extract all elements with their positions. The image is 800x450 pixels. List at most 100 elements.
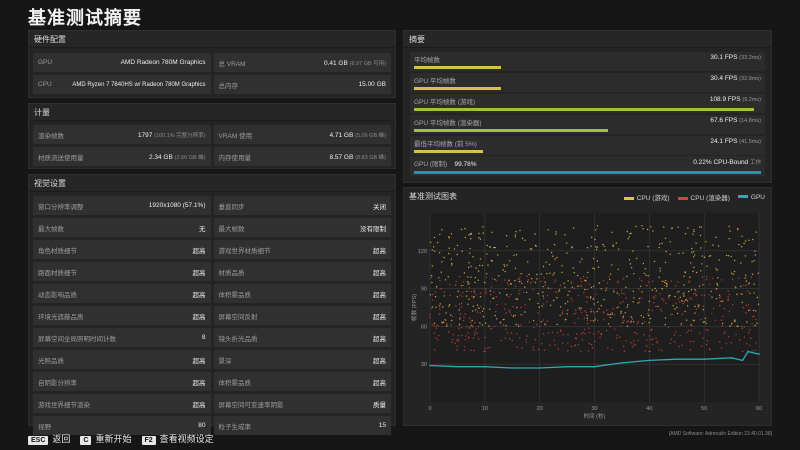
cpu-point [626,321,628,323]
cpu-point [433,322,436,325]
cpu-point [510,332,513,334]
cpu-point [459,313,462,315]
cpu-point [514,314,516,316]
cpu-point [620,310,622,313]
cpu-point [470,238,472,240]
cpu-point [478,232,480,235]
cpu-point [695,295,697,297]
cpu-point [588,343,590,345]
cpu-point [727,255,730,257]
cpu-point [482,226,484,228]
gpu-point [758,353,760,355]
video-settings-action[interactable]: F2 查看视频设定 [141,432,214,445]
cpu-point [474,331,476,333]
cpu-point [683,295,685,297]
cpu-point [749,308,751,311]
cpu-point [460,302,463,305]
cpu-point [638,277,641,280]
cpu-point [468,287,470,289]
cpu-point [504,303,507,305]
cpu-point [546,320,548,322]
gpu-point [593,365,596,368]
cpu-point [433,325,435,327]
cpu-point [596,260,599,262]
cpu-point [547,248,549,251]
cpu-point [594,238,596,241]
cpu-point [456,340,458,342]
cpu-point [679,301,681,303]
cpu-point [661,298,663,300]
cpu-point [637,302,639,304]
cpu-point [595,293,597,295]
cpu-point [591,236,593,238]
visual-setting-value: 80 [198,422,206,429]
cpu-point [547,332,550,334]
cpu-point [709,283,711,286]
cpu-point [609,273,612,275]
video-settings-label: 查看视频设定 [159,434,214,444]
cpu-point [611,313,613,315]
visual-setting-cell: 最大帧数 无 [33,218,211,237]
cpu-point [736,293,738,296]
cpu-point [730,255,732,258]
cpu-point [459,318,461,320]
cpu-point [559,306,562,308]
cpu-point [433,246,435,248]
mem-use-label: 内存使用量 [218,154,252,162]
cpu-point [700,226,702,228]
cpu-point [687,329,690,332]
cpu-point [555,231,557,233]
cpu-point [577,295,580,297]
visual-setting-cell: 动态影响品质 超高 [33,284,211,303]
cpu-point [571,286,573,288]
cpu-point [463,316,465,318]
cpu-point [496,304,498,306]
restart-action[interactable]: C 重新开始 [80,432,132,445]
cpu-point [750,337,752,339]
cpu-point [553,272,555,274]
cpu-point [756,322,758,324]
cpu-point [741,246,743,248]
cpu-point [597,319,599,321]
cpu-point [450,233,453,235]
cpu-point [429,316,431,319]
cpu-point [647,245,649,248]
cpu-point [472,297,475,299]
cpu-point [680,324,682,326]
visual-setting-value: 超高 [373,313,386,321]
cpu-point [564,286,566,289]
cpu-point [532,319,535,322]
restart-label: 重新开始 [95,434,132,444]
cpu-point [590,319,592,322]
cpu-point [719,341,721,343]
cpu-point [481,264,484,267]
cpu-point [431,307,433,309]
cpu-point [613,314,616,316]
cpu-point [445,312,447,314]
back-action[interactable]: ESC 返回 [28,432,70,445]
cpu-point [580,277,582,280]
cpu-point [678,252,680,255]
cpu-point [672,305,674,307]
cpu-point [751,350,753,352]
visual-setting-value: 超高 [192,313,206,321]
cpu-point [557,332,559,334]
cpu-point [474,281,476,283]
cpu-point [595,248,598,251]
visual-setting-cell: 视野 80 [33,416,211,435]
cpu-point [618,248,620,250]
cpu-point [630,321,632,324]
cpu-point [586,288,588,291]
cpu-point [467,303,469,305]
x-tick-label: 0 [428,406,431,412]
cpu-point [734,320,736,323]
cpu-point [685,319,688,321]
cpu-point [714,319,717,321]
cpu-point [466,326,468,328]
cpu-point [641,279,643,282]
cpu-point [652,338,654,340]
cpu-point [651,309,654,312]
cpu-point [585,296,588,298]
cpu-point [603,279,605,281]
cpu-point [542,303,545,305]
